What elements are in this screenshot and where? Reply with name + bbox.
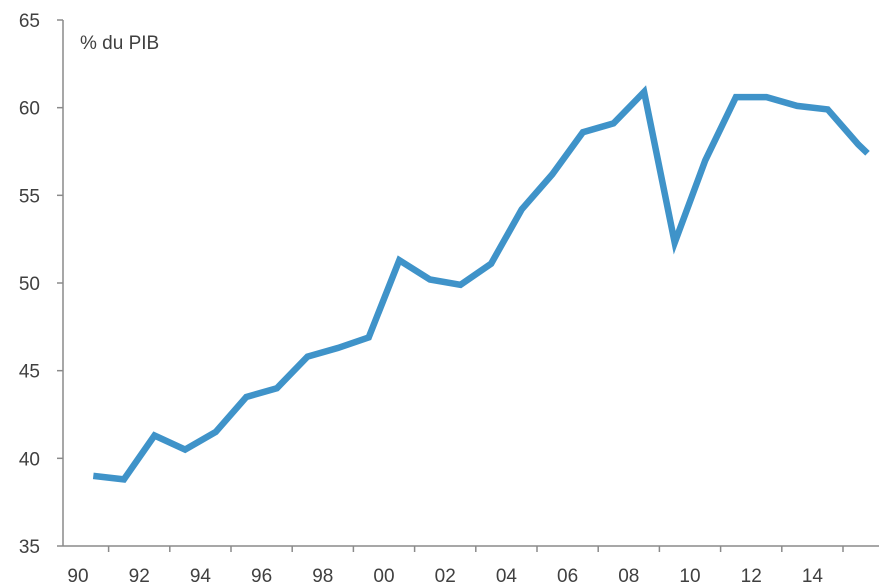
x-tick-label: 96 [251,566,272,587]
x-tick-label: 08 [618,566,639,587]
x-tick-label: 10 [679,566,700,587]
x-axis-ticks: 90 92 94 96 98 00 02 04 06 08 10 12 14 [67,546,844,587]
y-axis-ticks: 35 40 45 50 55 60 65 [19,11,63,558]
x-tick-label: 00 [373,566,394,587]
x-tick-label: 14 [802,566,824,587]
x-tick-label: 06 [557,566,578,587]
series-layer [92,85,870,483]
y-tick-label: 50 [19,274,40,295]
x-tick-label: 04 [496,566,518,587]
y-tick-label: 60 [19,99,40,120]
y-tick-label: 40 [19,449,40,470]
series-line [92,85,870,483]
x-tick-label: 12 [741,566,762,587]
x-tick-label: 94 [190,566,212,587]
x-tick-label: 92 [129,566,150,587]
y-tick-label: 65 [19,11,40,32]
x-tick-label: 90 [67,566,88,587]
x-tick-label: 02 [435,566,456,587]
y-tick-label: 35 [19,537,40,558]
y-tick-label: 45 [19,362,40,383]
y-tick-label: 55 [19,186,40,207]
unit-label: % du PIB [80,33,159,54]
x-tick-label: 98 [312,566,333,587]
